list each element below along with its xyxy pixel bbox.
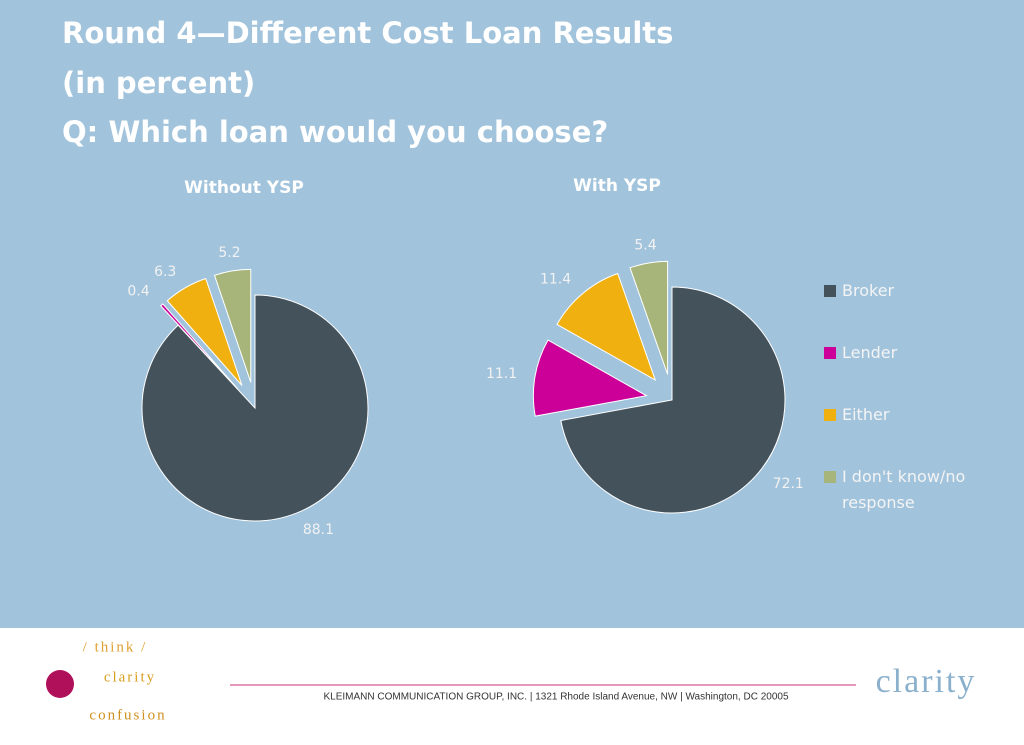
data-label: 0.4 [127,284,149,300]
title-line: Q: Which loan would you choose? [62,115,608,149]
pie-slice [213,268,252,383]
legend-label: Broker [842,281,895,300]
logo-word: / think / [83,639,148,655]
pie-slice [629,260,669,375]
brand: clarity [876,663,977,700]
pie-slice [160,303,238,390]
data-label: 11.4 [540,272,571,288]
footer-address: KLEIMANN COMMUNICATION GROUP, INC. | 132… [324,692,789,703]
legend-swatch [824,471,836,483]
data-label: 11.1 [486,366,517,382]
legend-swatch [824,409,836,421]
data-label: 6.3 [154,264,176,280]
legend-item: Lender [824,340,1004,402]
legend-swatch [824,285,836,297]
pie-title: With YSP [573,176,661,196]
legend-label: Lender [842,343,898,362]
legend-label: I don't know/no response [842,467,966,512]
pie-slice [556,272,657,382]
legend: Broker Lender Either I don't know/no respon… [824,278,1004,526]
legend-item: Either [824,402,1004,464]
pie-slice [560,286,786,514]
pie-title: Without YSP [184,178,304,198]
legend-item: Broker [824,278,1004,340]
data-label: 5.4 [634,237,656,253]
pie-slice [166,277,243,386]
legend-swatch [824,347,836,359]
title-line: (in percent) [62,66,255,100]
legend-label: Either [842,405,890,424]
logo-word: clarity [104,669,156,685]
data-label: 88.1 [303,522,334,538]
pie-slice [532,339,648,417]
title-line: Round 4—Different Cost Loan Results [62,16,673,50]
data-label: 5.2 [218,245,240,261]
logo-word: confusion [89,707,166,723]
legend-item: I don't know/no response [824,464,1004,526]
logo-dot [46,670,74,698]
pie-slice [141,294,369,522]
data-label: 72.1 [773,476,804,492]
